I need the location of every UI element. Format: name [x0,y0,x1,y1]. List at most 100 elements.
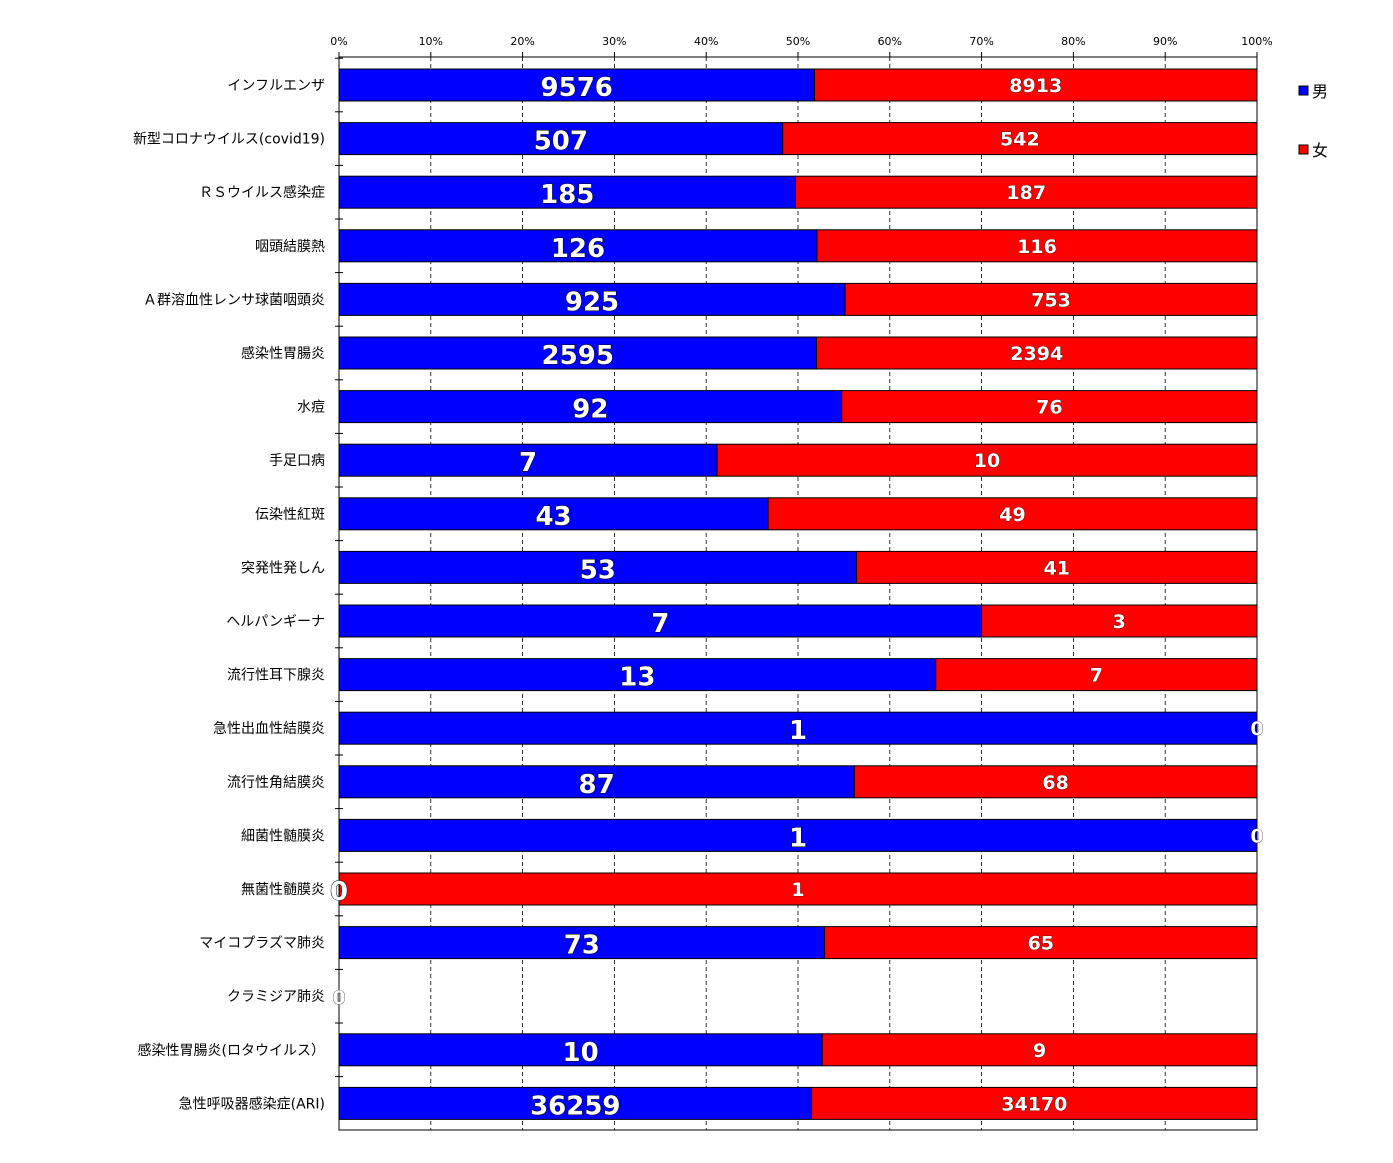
value-label-male: 7 [651,609,669,639]
category-label: Ａ群溶血性レンサ球菌咽頭炎 [143,292,325,308]
category-label: 急性呼吸器感染症(ARI) [179,1095,325,1112]
value-label-female: 116 [1017,236,1057,258]
bar-female [767,497,1258,531]
x-tick-label: 20% [510,35,534,48]
legend-swatch [1298,85,1309,96]
bar-male [338,336,817,370]
x-tick-label: 10% [419,35,443,48]
bar-female [815,336,1258,370]
bars [338,68,1258,1120]
x-tick-label: 40% [694,35,718,48]
bar-female [782,122,1258,156]
category-label: 細菌性髄膜炎 [241,828,325,844]
value-label-female: 3 [1113,611,1126,633]
bar-male [338,604,983,638]
value-label-female: 76 [1036,397,1062,419]
value-label-male: 185 [540,180,594,210]
bar-female [841,390,1258,424]
value-label-female: 7 [1090,665,1103,687]
bar-female [844,282,1258,316]
value-label-female: 41 [1044,557,1070,579]
category-label: ＲＳウイルス感染症 [199,184,325,201]
value-label-male: 13 [619,663,655,693]
bar-female [853,765,1258,799]
category-label: 流行性角結膜炎 [227,775,325,791]
category-label: 新型コロナウイルス(covid19) [133,132,325,148]
bar-male [338,1033,823,1067]
x-tick-label: 30% [602,35,626,48]
value-label-male: 1 [789,716,807,746]
category-label: マイコプラズマ肺炎 [199,936,325,952]
x-tick-label: 60% [878,35,902,48]
x-tick-label: 80% [1061,35,1085,48]
bar-female [821,1033,1258,1067]
value-label-female: 1 [791,879,804,901]
category-label: 手足口病 [269,453,325,469]
x-tick-label: 90% [1153,35,1177,48]
value-label-female: 8913 [1009,75,1062,97]
value-label-male: 507 [534,127,588,157]
bar-male [338,390,843,424]
value-label-male: 0 [332,987,345,1009]
category-label: 伝染性紅斑 [255,507,325,523]
value-label-female: 68 [1042,772,1068,794]
value-label-male: 53 [580,555,616,585]
value-label-female: 9 [1033,1040,1046,1062]
x-tick-label: 50% [786,35,810,48]
value-label-male: 0 [330,877,348,907]
bar-female [811,1086,1258,1120]
value-label-female: 187 [1006,182,1046,204]
value-label-male: 1 [789,823,807,853]
legend-swatch [1298,144,1309,155]
grid-lines [335,56,1258,1131]
category-label: 感染性胃腸炎 [241,345,325,362]
category-label: 咽頭結膜熱 [255,239,325,255]
legend-label: 女 [1312,141,1328,160]
bar-female [795,175,1258,209]
x-tick-label: 0% [330,35,347,48]
x-tick-label: 100% [1241,35,1272,48]
bar-female [856,550,1258,584]
bar-male [338,818,1258,852]
value-label-male: 10 [562,1038,598,1068]
bar-male [338,497,769,531]
bar-male [338,443,718,477]
x-axis-ticks: 0% 10% 20% 30% 40% 50% 60% 70% 80% 90% 100% [330,35,1273,57]
bar-female [981,604,1258,638]
category-label: クラミジア肺炎 [227,989,325,1005]
bar-female [813,68,1258,102]
category-label: ヘルパンギーナ [226,614,325,630]
value-label-female: 0 [1250,825,1263,847]
value-label-male: 36259 [530,1091,620,1121]
x-tick-label: 70% [969,35,993,48]
bar-female [824,926,1258,960]
category-label: 無菌性髄膜炎 [241,882,325,898]
value-label-male: 7 [519,448,537,478]
legend-label: 男 [1312,82,1328,101]
value-label-female: 65 [1028,933,1054,955]
value-label-female: 49 [999,504,1025,526]
category-label: 流行性耳下腺炎 [227,668,325,684]
legend: 男女 [1298,82,1328,160]
bar-male [338,1086,813,1120]
value-label-male: 43 [535,502,571,532]
value-label-female: 34170 [1001,1093,1067,1115]
category-label: 水痘 [297,400,325,416]
value-label-female: 753 [1031,289,1071,311]
bar-male [338,550,858,584]
value-label-male: 73 [564,931,600,961]
value-label-male: 92 [572,395,608,425]
category-label: 感染性胃腸炎(ロタウイルス） [138,1042,325,1059]
value-label-male: 925 [565,287,619,317]
value-label-male: 126 [551,234,605,264]
value-label-female: 10 [974,450,1000,472]
bar-male [338,658,937,692]
category-label: インフルエンザ [227,78,325,94]
value-label-female: 542 [1000,129,1040,151]
value-label-male: 9576 [541,73,613,103]
bar-female [935,658,1258,692]
value-label-female: 2394 [1010,343,1063,365]
